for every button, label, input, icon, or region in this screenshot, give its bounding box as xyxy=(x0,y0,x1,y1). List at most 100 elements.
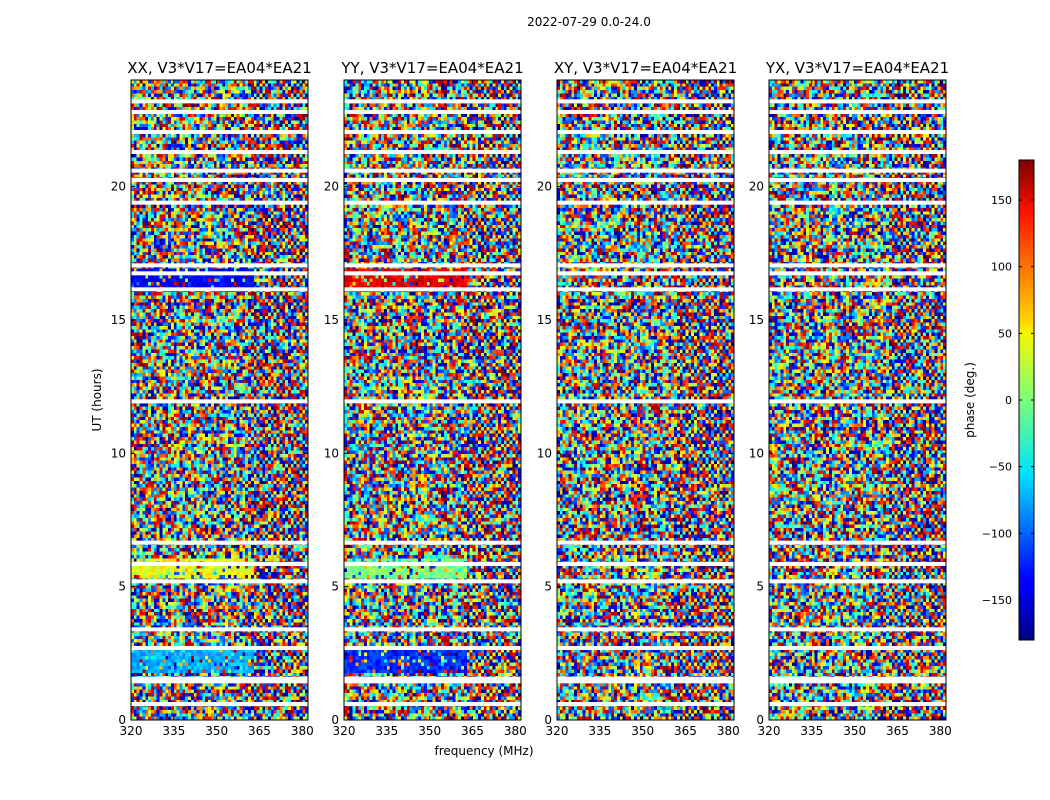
flag-gap xyxy=(344,562,521,566)
flag-gap xyxy=(344,627,521,632)
x-axis-label: frequency (MHz) xyxy=(434,744,533,758)
flag-gap xyxy=(131,679,308,684)
flag-gap xyxy=(769,627,946,632)
panel-title: XX, V3*V17=EA04*EA21 xyxy=(127,59,311,77)
flag-gap xyxy=(344,579,521,584)
flag-gap xyxy=(557,168,734,173)
flag-gap xyxy=(769,110,946,114)
flag-gap xyxy=(557,679,734,684)
flag-gap xyxy=(769,679,946,684)
flag-gap xyxy=(131,579,308,584)
flag-gap xyxy=(769,271,946,276)
figure-title: 2022-07-29 0.0-24.0 xyxy=(527,15,651,29)
y-tick-label: 5 xyxy=(118,580,126,594)
y-tick-label: 5 xyxy=(331,580,339,594)
flag-gap xyxy=(557,110,734,114)
flag-gap xyxy=(769,676,946,681)
flag-gap xyxy=(344,646,521,650)
flag-gap xyxy=(131,168,308,173)
x-tick-label: 380 xyxy=(291,724,314,738)
flag-gap xyxy=(557,676,734,681)
y-tick-label: 10 xyxy=(749,446,764,460)
flag-gap xyxy=(131,200,308,205)
x-tick-label: 365 xyxy=(886,724,909,738)
colorbar-tick-label: 0 xyxy=(1005,394,1012,407)
y-tick-label: 10 xyxy=(111,446,126,460)
flag-gap xyxy=(131,130,308,134)
flag-gap xyxy=(769,540,946,545)
panel-title: YX, V3*V17=EA04*EA21 xyxy=(765,59,949,77)
flag-gap xyxy=(769,562,946,566)
flag-gap xyxy=(769,178,946,182)
flag-gap xyxy=(344,150,521,154)
panel-frame xyxy=(556,79,735,721)
flag-gap xyxy=(131,287,308,292)
panel-4: YX, V3*V17=EA04*EA21 320 335 350 365 380 0 5 10 1… xyxy=(749,59,952,738)
x-tick-label: 350 xyxy=(843,724,866,738)
flag-gap xyxy=(344,679,521,684)
panel-frame xyxy=(130,79,309,721)
x-tick-label: 350 xyxy=(631,724,654,738)
colorbar-tick-label: 50 xyxy=(998,327,1012,340)
flag-gap xyxy=(131,110,308,114)
flag-gap xyxy=(557,130,734,134)
flag-gap xyxy=(557,178,734,182)
colorbar: 150 100 50 0 −50 −100 −150 phase (deg.) xyxy=(963,159,1035,641)
flag-gap xyxy=(344,263,521,268)
x-tick-label: 380 xyxy=(929,724,952,738)
flag-gap xyxy=(557,399,734,404)
x-tick-label: 350 xyxy=(418,724,441,738)
x-tick-label: 365 xyxy=(248,724,271,738)
x-tick-label: 335 xyxy=(375,724,398,738)
y-axis-label: UT (hours) xyxy=(90,368,104,431)
flag-gap xyxy=(344,702,521,706)
flag-gap xyxy=(769,399,946,404)
flag-gap xyxy=(557,271,734,276)
x-tick-label: 320 xyxy=(758,724,781,738)
x-tick-label: 365 xyxy=(461,724,484,738)
x-tick-label: 365 xyxy=(674,724,697,738)
x-tick-label: 380 xyxy=(504,724,527,738)
flag-gap xyxy=(344,99,521,104)
flag-gap xyxy=(131,702,308,706)
panel-frame xyxy=(768,79,947,721)
flag-gap xyxy=(131,399,308,404)
y-tick-label: 20 xyxy=(324,180,339,194)
panel-2: YY, V3*V17=EA04*EA21 320 335 350 365 380 0 5 10 1… xyxy=(324,59,527,738)
flag-gap xyxy=(344,168,521,173)
x-tick-label: 335 xyxy=(588,724,611,738)
flag-gap xyxy=(344,676,521,681)
flag-gap xyxy=(131,646,308,650)
x-tick-label: 335 xyxy=(800,724,823,738)
flag-gap xyxy=(769,702,946,706)
y-tick-label: 10 xyxy=(324,446,339,460)
panel-3: XY, V3*V17=EA04*EA21 320 335 350 365 380 0 5 10 1… xyxy=(537,59,740,738)
flag-gap xyxy=(344,399,521,404)
x-tick-label: 320 xyxy=(120,724,143,738)
flag-gap xyxy=(557,287,734,292)
flag-gap xyxy=(557,579,734,584)
flag-gap xyxy=(769,579,946,584)
colorbar-tick-label: −50 xyxy=(989,461,1012,474)
flag-gap xyxy=(131,676,308,681)
flag-gap xyxy=(344,540,521,545)
flag-gap xyxy=(557,562,734,566)
y-tick-label: 10 xyxy=(537,446,552,460)
flag-gap xyxy=(344,178,521,182)
x-tick-label: 320 xyxy=(333,724,356,738)
flag-gap xyxy=(557,646,734,650)
flag-gap xyxy=(557,540,734,545)
flag-gap xyxy=(131,271,308,276)
y-tick-label: 20 xyxy=(537,180,552,194)
y-tick-label: 20 xyxy=(749,180,764,194)
colorbar-label: phase (deg.) xyxy=(963,362,977,438)
colorbar-tick-label: −150 xyxy=(982,594,1012,607)
colorbar-tick-label: −100 xyxy=(982,527,1012,540)
y-tick-label: 0 xyxy=(756,713,764,727)
flag-gap xyxy=(557,99,734,104)
x-tick-label: 350 xyxy=(205,724,228,738)
panels-group: XX, V3*V17=EA04*EA21 320 335 350 365 380 0 5 10 1… xyxy=(111,59,952,738)
flag-gap xyxy=(769,150,946,154)
panel-title: XY, V3*V17=EA04*EA21 xyxy=(554,59,737,77)
flag-gap xyxy=(131,562,308,566)
